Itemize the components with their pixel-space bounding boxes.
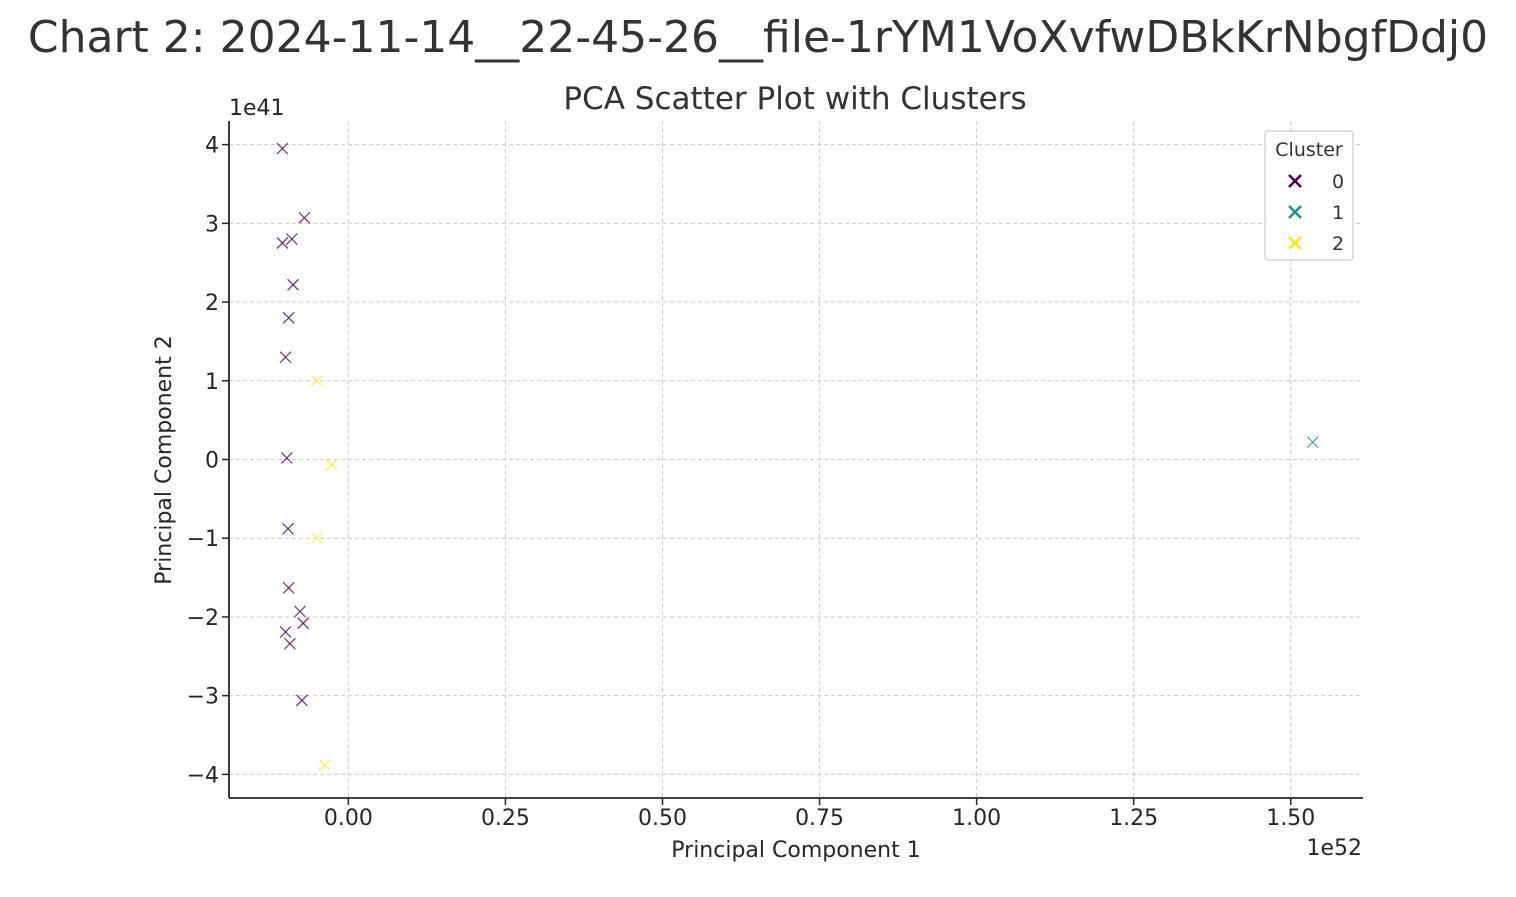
legend-label-cluster-2: 2 [1332, 233, 1344, 255]
legend-label-cluster-0: 0 [1332, 171, 1344, 193]
data-point-cluster-0 [287, 278, 300, 291]
data-point-cluster-0 [276, 237, 289, 249]
y-tick-label: −1 [187, 527, 219, 552]
y-tick-label: 0 [205, 449, 219, 474]
data-point-cluster-2 [325, 459, 338, 471]
x-tick-label: 1.25 [1109, 806, 1158, 831]
legend-marker-cluster-0 [1288, 174, 1302, 188]
y-axis-offset-label: 1e41 [229, 96, 285, 121]
y-tick-label: −4 [187, 763, 219, 788]
data-point-cluster-0 [279, 625, 292, 638]
x-tick-label: 1.00 [952, 806, 1001, 831]
y-tick-label: −2 [187, 606, 219, 631]
y-tick-label: 1 [205, 370, 219, 395]
data-point-cluster-0 [282, 581, 295, 594]
y-axis-ticks: −4 −3 −2 −1 0 1 2 3 4 [187, 134, 229, 788]
data-point-cluster-0 [282, 522, 295, 535]
page-title: Chart 2: 2024-11-14__22-45-26__file-1rYM… [27, 12, 1489, 63]
data-point-cluster-0 [282, 311, 295, 324]
y-axis-label: Principal Component 2 [152, 335, 177, 584]
grid [229, 121, 1363, 798]
y-tick-label: 4 [205, 134, 219, 159]
data-point-cluster-0 [279, 351, 292, 364]
data-point-cluster-1 [1306, 436, 1319, 449]
x-axis-ticks: 0.00 0.25 0.50 0.75 1.00 1.25 1.50 [324, 798, 1315, 831]
chart-title: PCA Scatter Plot with Clusters [563, 81, 1026, 117]
legend: Cluster 0 1 2 [1264, 130, 1354, 261]
y-tick-label: 3 [205, 212, 219, 237]
data-point-cluster-0 [298, 211, 311, 224]
x-tick-label: 0.50 [638, 806, 687, 831]
data-point-cluster-0 [294, 605, 306, 618]
x-tick-label: 0.00 [324, 806, 373, 831]
data-point-cluster-0 [280, 451, 293, 464]
data-point-cluster-0 [283, 637, 296, 650]
x-axis-offset-label: 1e52 [1306, 836, 1362, 861]
legend-marker-cluster-1 [1288, 205, 1302, 219]
legend-title: Cluster [1275, 139, 1343, 161]
data-point-cluster-2 [310, 532, 323, 545]
x-axis-label: Principal Component 1 [671, 838, 920, 863]
data-point-cluster-2 [310, 374, 323, 387]
legend-marker-cluster-2 [1288, 236, 1302, 250]
data-point-cluster-0 [285, 233, 298, 246]
data-point-cluster-2 [318, 758, 331, 771]
y-tick-label: −3 [187, 685, 219, 710]
legend-box [1264, 130, 1354, 261]
data-point-cluster-0 [297, 617, 310, 630]
x-tick-label: 1.50 [1266, 806, 1315, 831]
data-point-cluster-0 [276, 142, 289, 155]
data-points [276, 142, 1319, 771]
legend-items: 0 1 2 [1288, 171, 1344, 255]
data-point-cluster-0 [295, 694, 308, 707]
y-tick-label: 2 [205, 291, 219, 316]
x-tick-label: 0.75 [795, 806, 844, 831]
legend-label-cluster-1: 1 [1332, 202, 1344, 224]
x-tick-label: 0.25 [481, 806, 530, 831]
